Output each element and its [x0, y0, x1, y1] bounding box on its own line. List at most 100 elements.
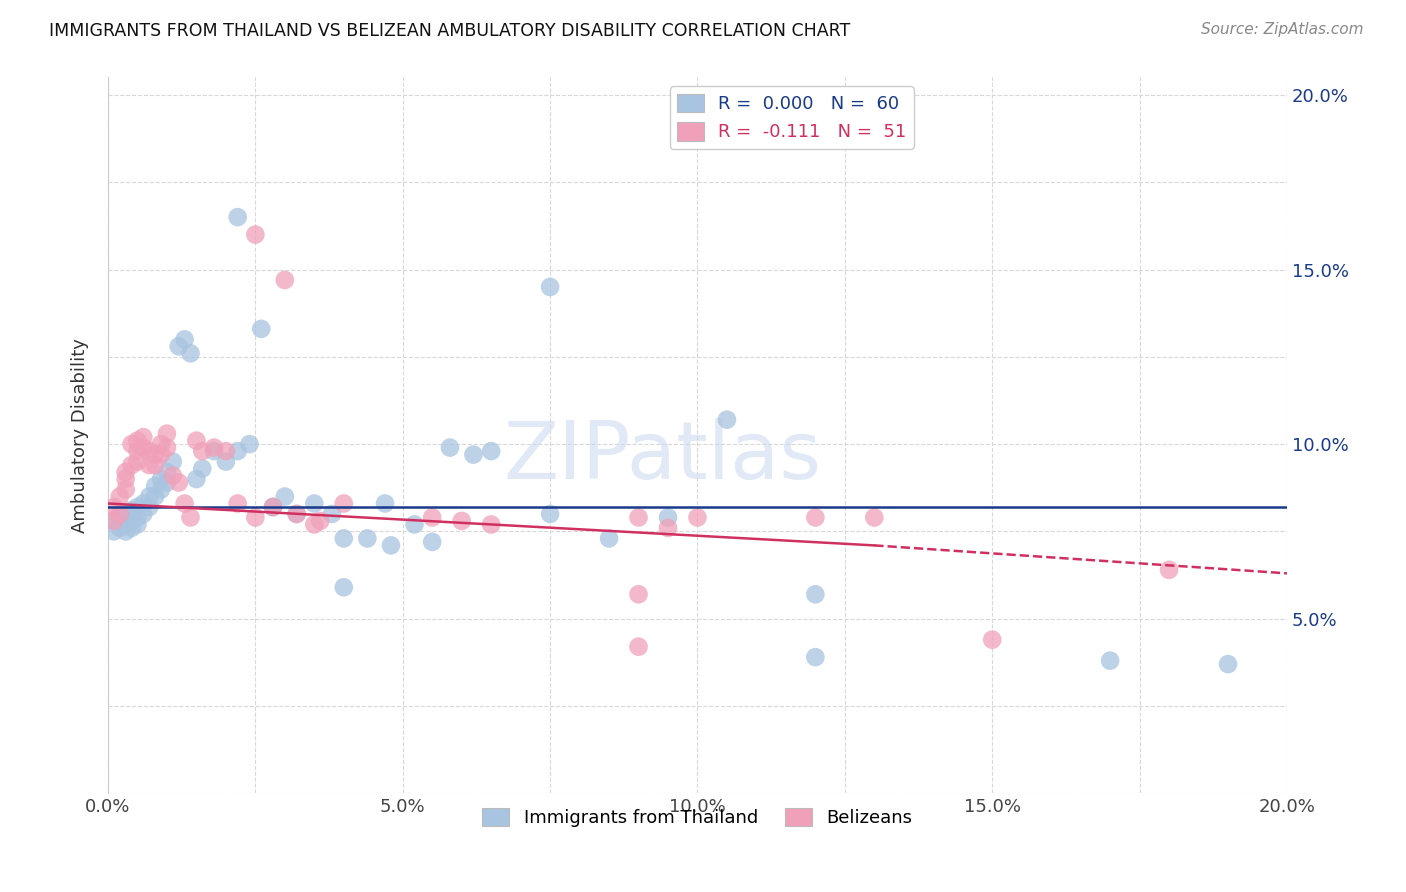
Belizeans: [121, 458, 143, 472]
Immigrants from Thailand: [132, 496, 155, 510]
Immigrants from Thailand: [138, 490, 160, 504]
Immigrants from Thailand: [598, 532, 620, 546]
Belizeans: [103, 500, 125, 514]
Belizeans: [1157, 563, 1180, 577]
Immigrants from Thailand: [150, 472, 173, 486]
Immigrants from Thailand: [262, 500, 284, 514]
Immigrants from Thailand: [804, 650, 827, 665]
Immigrants from Thailand: [173, 332, 195, 346]
Belizeans: [657, 521, 679, 535]
Belizeans: [103, 514, 125, 528]
Belizeans: [162, 468, 184, 483]
Immigrants from Thailand: [380, 538, 402, 552]
Immigrants from Thailand: [285, 507, 308, 521]
Immigrants from Thailand: [114, 524, 136, 539]
Immigrants from Thailand: [167, 339, 190, 353]
Immigrants from Thailand: [333, 532, 356, 546]
Belizeans: [304, 517, 326, 532]
Immigrants from Thailand: [186, 472, 208, 486]
Belizeans: [127, 444, 149, 458]
Belizeans: [804, 510, 827, 524]
Immigrants from Thailand: [121, 514, 143, 528]
Immigrants from Thailand: [191, 461, 214, 475]
Immigrants from Thailand: [716, 412, 738, 426]
Belizeans: [191, 444, 214, 458]
Belizeans: [202, 441, 225, 455]
Belizeans: [156, 426, 179, 441]
Belizeans: [333, 496, 356, 510]
Belizeans: [627, 510, 650, 524]
Immigrants from Thailand: [180, 346, 202, 360]
Belizeans: [138, 444, 160, 458]
Immigrants from Thailand: [479, 444, 502, 458]
Legend: Immigrants from Thailand, Belizeans: Immigrants from Thailand, Belizeans: [475, 801, 920, 834]
Belizeans: [132, 441, 155, 455]
Immigrants from Thailand: [114, 517, 136, 532]
Immigrants from Thailand: [321, 507, 343, 521]
Immigrants from Thailand: [538, 280, 561, 294]
Belizeans: [180, 510, 202, 524]
Immigrants from Thailand: [114, 507, 136, 521]
Immigrants from Thailand: [657, 510, 679, 524]
Immigrants from Thailand: [108, 521, 131, 535]
Belizeans: [114, 472, 136, 486]
Immigrants from Thailand: [156, 465, 179, 479]
Belizeans: [156, 441, 179, 455]
Belizeans: [245, 227, 267, 242]
Belizeans: [245, 510, 267, 524]
Belizeans: [186, 434, 208, 448]
Text: IMMIGRANTS FROM THAILAND VS BELIZEAN AMBULATORY DISABILITY CORRELATION CHART: IMMIGRANTS FROM THAILAND VS BELIZEAN AMB…: [49, 22, 851, 40]
Immigrants from Thailand: [304, 496, 326, 510]
Immigrants from Thailand: [1216, 657, 1239, 672]
Immigrants from Thailand: [202, 444, 225, 458]
Immigrants from Thailand: [143, 479, 166, 493]
Text: ZIPatlas: ZIPatlas: [503, 417, 821, 496]
Immigrants from Thailand: [127, 510, 149, 524]
Immigrants from Thailand: [538, 507, 561, 521]
Belizeans: [479, 517, 502, 532]
Immigrants from Thailand: [108, 510, 131, 524]
Belizeans: [226, 496, 249, 510]
Immigrants from Thailand: [238, 437, 260, 451]
Belizeans: [108, 507, 131, 521]
Belizeans: [138, 458, 160, 472]
Immigrants from Thailand: [156, 475, 179, 490]
Immigrants from Thailand: [150, 483, 173, 497]
Belizeans: [167, 475, 190, 490]
Immigrants from Thailand: [374, 496, 396, 510]
Immigrants from Thailand: [274, 490, 297, 504]
Belizeans: [114, 483, 136, 497]
Immigrants from Thailand: [127, 500, 149, 514]
Immigrants from Thailand: [121, 521, 143, 535]
Belizeans: [981, 632, 1004, 647]
Immigrants from Thailand: [127, 517, 149, 532]
Immigrants from Thailand: [420, 535, 443, 549]
Belizeans: [686, 510, 709, 524]
Y-axis label: Ambulatory Disability: Ambulatory Disability: [72, 338, 89, 533]
Belizeans: [127, 454, 149, 468]
Immigrants from Thailand: [463, 448, 485, 462]
Immigrants from Thailand: [215, 454, 238, 468]
Immigrants from Thailand: [162, 454, 184, 468]
Belizeans: [127, 434, 149, 448]
Immigrants from Thailand: [1099, 654, 1122, 668]
Belizeans: [420, 510, 443, 524]
Belizeans: [309, 514, 332, 528]
Immigrants from Thailand: [121, 503, 143, 517]
Immigrants from Thailand: [103, 524, 125, 539]
Belizeans: [114, 465, 136, 479]
Belizeans: [108, 490, 131, 504]
Belizeans: [863, 510, 886, 524]
Immigrants from Thailand: [804, 587, 827, 601]
Belizeans: [121, 437, 143, 451]
Belizeans: [150, 448, 173, 462]
Belizeans: [215, 444, 238, 458]
Immigrants from Thailand: [333, 580, 356, 594]
Immigrants from Thailand: [132, 507, 155, 521]
Belizeans: [285, 507, 308, 521]
Immigrants from Thailand: [138, 500, 160, 514]
Belizeans: [627, 587, 650, 601]
Immigrants from Thailand: [404, 517, 426, 532]
Belizeans: [173, 496, 195, 510]
Immigrants from Thailand: [103, 514, 125, 528]
